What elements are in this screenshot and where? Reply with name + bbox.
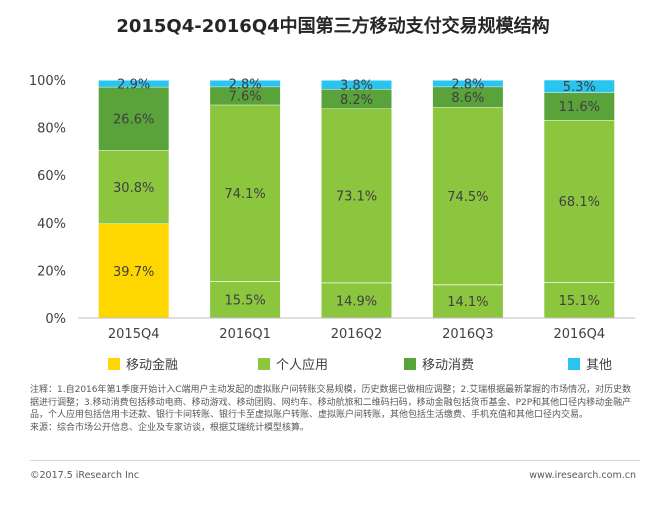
data-label: 74.1%	[224, 187, 265, 202]
bar-segment	[432, 86, 503, 108]
data-label: 30.8%	[113, 181, 154, 196]
x-tick-label: 2015Q4	[108, 327, 160, 342]
data-label: 2.8%	[229, 77, 262, 92]
bar-segment	[544, 79, 615, 93]
data-label: 2.8%	[451, 77, 484, 92]
notes-text: 注释：1.自2016年第1季度开始计入C端用户主动发起的虚拟账户间转账交易规模，…	[30, 385, 632, 420]
data-label: 68.1%	[559, 195, 600, 210]
data-label: 3.8%	[340, 79, 373, 94]
data-label: 2.9%	[117, 77, 150, 92]
bar-segment	[98, 80, 169, 87]
bar-segment	[210, 104, 281, 282]
bar-segment	[544, 119, 615, 283]
bar-segment	[210, 80, 281, 87]
x-tick-label: 2016Q1	[219, 327, 271, 342]
bar-segment	[321, 108, 392, 283]
source-text: 来源：综合市场公开信息、企业及专家访谈，根据艾瑞统计模型核算。	[30, 422, 310, 433]
data-label: 74.5%	[447, 190, 488, 205]
bar-segment	[98, 86, 169, 151]
bar-segment	[210, 86, 281, 105]
legend-swatch	[568, 357, 580, 370]
data-label: 39.7%	[113, 265, 154, 280]
y-tick-label: 80%	[37, 122, 66, 137]
stacked-bar-chart: 0% 20% 40% 60% 80% 100% 39.7% 30.8% 26.6% 2.9% 201…	[29, 74, 635, 342]
data-label: 7.6%	[229, 90, 262, 105]
legend-swatch	[404, 357, 416, 370]
y-tick-label: 100%	[29, 74, 66, 89]
bar-segment	[321, 80, 392, 90]
footer-divider	[30, 460, 640, 461]
legend-label: 个人应用	[276, 358, 329, 373]
legend-label: 其他	[586, 358, 613, 373]
bar-segment	[210, 281, 281, 318]
bar-segment	[432, 107, 503, 285]
copyright-text: ©2017.5 iResearch Inc	[30, 470, 140, 481]
bar-segment	[98, 150, 169, 224]
legend-item: 移动金融	[108, 354, 178, 373]
bar-segment	[321, 282, 392, 318]
legend-swatch	[258, 357, 270, 370]
legend-label: 移动消费	[422, 358, 475, 373]
data-label: 14.1%	[447, 295, 488, 310]
x-tick-label: 2016Q4	[554, 327, 606, 342]
chart-title: 2015Q4-2016Q4中国第三方移动支付交易规模结构	[116, 16, 550, 37]
y-tick-label: 0%	[45, 312, 66, 327]
footnote: 注释：1.自2016年第1季度开始计入C端用户主动发起的虚拟账户间转账交易规模，…	[30, 384, 640, 434]
data-label: 11.6%	[559, 100, 600, 115]
bar-segment	[544, 282, 615, 318]
bar-segment	[432, 284, 503, 318]
legend-swatch	[108, 357, 120, 370]
data-label: 14.9%	[336, 294, 377, 309]
x-tick-label: 2016Q2	[331, 327, 383, 342]
data-label: 15.1%	[559, 294, 600, 309]
bar-segment	[321, 89, 392, 109]
x-tick-label: 2016Q3	[442, 327, 494, 342]
data-label: 5.3%	[563, 80, 596, 95]
legend-item: 移动消费	[404, 354, 474, 373]
y-tick-label: 20%	[37, 264, 66, 279]
bar-segment	[432, 80, 503, 87]
legend: 移动金融 个人应用 移动消费 其他	[0, 354, 666, 376]
y-tick-label: 40%	[37, 217, 66, 232]
bar-segment	[544, 92, 615, 120]
data-label: 8.6%	[451, 91, 484, 106]
legend-label: 移动金融	[126, 358, 179, 373]
legend-item: 个人应用	[258, 354, 328, 373]
data-label: 26.6%	[113, 113, 154, 128]
y-tick-label: 60%	[37, 169, 66, 184]
data-label: 15.5%	[224, 294, 265, 309]
website-text: www.iresearch.com.cn	[529, 470, 636, 481]
data-label: 8.2%	[340, 93, 373, 108]
legend-item: 其他	[568, 354, 612, 373]
data-label: 73.1%	[336, 190, 377, 205]
bar-segment	[98, 223, 169, 318]
